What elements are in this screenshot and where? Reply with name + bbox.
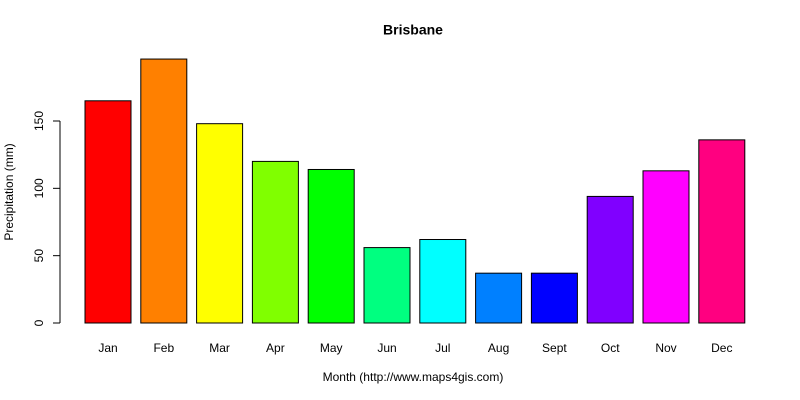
bar	[475, 272, 523, 324]
x-tick-label: Jan	[98, 341, 117, 355]
bar	[530, 272, 578, 324]
x-tick-label: Jul	[435, 341, 450, 355]
bar	[140, 58, 188, 324]
x-axis-label: Month (http://www.maps4gis.com)	[323, 370, 504, 384]
chart-title: Brisbane	[383, 22, 443, 38]
y-axis-label: Precipitation (mm)	[2, 143, 16, 240]
x-tick-label: Oct	[601, 341, 620, 355]
bar	[419, 239, 467, 324]
x-tick-label: May	[320, 341, 343, 355]
y-tick-label: 150	[32, 111, 46, 131]
x-tick-label: Sept	[542, 341, 567, 355]
x-tick-label: Feb	[153, 341, 174, 355]
x-tick-label: Aug	[488, 341, 509, 355]
bar	[84, 100, 132, 324]
bar	[196, 123, 244, 324]
x-tick-label: Dec	[711, 341, 732, 355]
bar	[698, 139, 746, 324]
bar	[586, 195, 634, 324]
x-tick-label: Apr	[266, 341, 285, 355]
y-tick-label: 100	[32, 178, 46, 198]
x-tick-label: Mar	[209, 341, 230, 355]
bar	[642, 170, 690, 324]
bar	[307, 168, 355, 324]
bar	[251, 160, 299, 324]
x-tick-label: Nov	[655, 341, 676, 355]
y-tick-label: 0	[32, 319, 46, 326]
x-tick-label: Jun	[377, 341, 396, 355]
bar	[363, 247, 411, 324]
y-tick-label: 50	[32, 249, 46, 263]
